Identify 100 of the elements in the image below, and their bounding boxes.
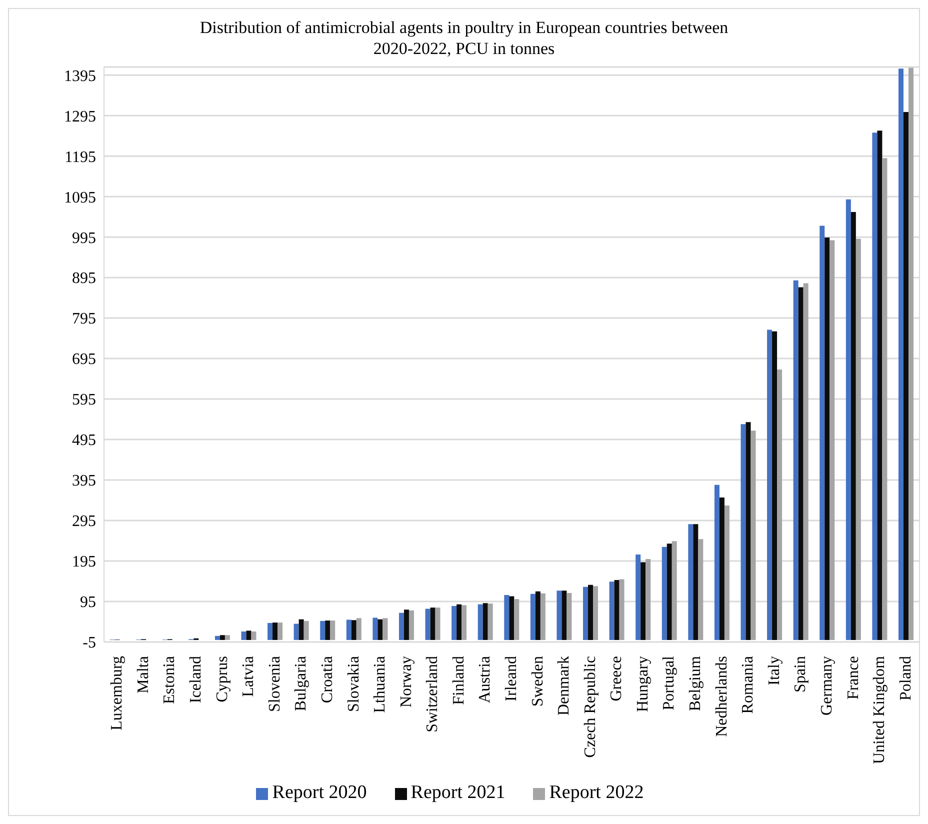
y-tick-label: 295 <box>72 513 96 530</box>
x-tick-label: Irleand <box>503 656 520 702</box>
bar <box>846 199 851 640</box>
bar <box>351 620 356 640</box>
bar <box>688 524 694 640</box>
bar <box>382 618 388 640</box>
bar <box>566 593 572 640</box>
y-tick-label: 595 <box>72 392 96 409</box>
bar <box>666 544 672 640</box>
bar <box>378 619 383 640</box>
x-tick-label: Estonia <box>161 656 178 704</box>
bar <box>251 631 256 640</box>
bar <box>462 605 467 640</box>
y-tick-label: 95 <box>80 594 96 612</box>
bar <box>372 618 378 640</box>
bar <box>456 604 462 640</box>
bar <box>530 594 536 640</box>
bar <box>882 158 888 640</box>
bar <box>588 584 594 640</box>
x-tick-label: Latvia <box>240 656 258 697</box>
bar <box>430 608 436 640</box>
bar <box>793 280 798 640</box>
bar <box>214 636 220 640</box>
bar <box>272 622 278 640</box>
x-tick-label: Czech Republic <box>582 656 599 758</box>
bar <box>908 68 914 640</box>
bar <box>724 506 730 640</box>
y-tick-label: 995 <box>72 230 96 247</box>
x-tick-label: Slovenia <box>266 656 284 712</box>
y-tick-label: 1195 <box>64 148 96 166</box>
bar <box>320 620 326 640</box>
x-tick-label: Portugal <box>660 655 678 710</box>
bar <box>514 599 520 640</box>
bar <box>325 620 330 640</box>
y-tick-label: 695 <box>72 351 96 368</box>
bar <box>746 422 751 640</box>
x-tick-label: Switzerland <box>424 656 442 732</box>
bar <box>856 238 861 640</box>
bar <box>241 631 246 640</box>
bar <box>672 541 677 640</box>
bar <box>803 283 808 640</box>
bar <box>224 635 230 640</box>
y-tick-label: 1095 <box>64 189 96 206</box>
bar <box>556 590 562 640</box>
bar <box>640 562 646 640</box>
legend-label: Report 2022 <box>549 782 644 803</box>
bar <box>767 330 772 640</box>
bar <box>850 212 856 640</box>
y-tick-label: 795 <box>72 310 96 328</box>
bar <box>772 331 778 640</box>
bar <box>877 130 882 640</box>
bar <box>740 424 746 640</box>
x-tick-label: Cyprus <box>214 656 231 702</box>
bar <box>330 620 336 640</box>
bar <box>435 608 440 640</box>
bar <box>488 604 493 640</box>
bar <box>872 132 878 640</box>
chart-title: Distribution of antimicrobial agents in poultry in European countries between 2020-2022, PCU in tonnes <box>198 17 730 59</box>
bar <box>750 430 756 640</box>
x-tick-label: Hungary <box>634 656 652 712</box>
bar <box>619 579 624 640</box>
bar <box>346 620 352 640</box>
bar <box>452 606 457 640</box>
x-tick-label: Malta <box>134 656 152 694</box>
bar <box>535 591 540 640</box>
bar <box>278 622 283 640</box>
bar <box>646 558 651 640</box>
x-tick-label: Poland <box>897 656 914 700</box>
bar <box>583 586 588 640</box>
x-tick-label: Italy <box>766 656 783 686</box>
bar <box>540 593 546 640</box>
bar <box>220 635 225 640</box>
legend-label: Report 2020 <box>272 782 367 803</box>
y-tick-label: 1295 <box>64 108 96 126</box>
x-tick-label: Iceland <box>188 656 205 704</box>
bar <box>504 595 510 640</box>
bar <box>698 539 704 640</box>
y-tick-label: 1395 <box>64 68 96 85</box>
bar <box>562 590 567 640</box>
bar <box>714 484 720 640</box>
x-tick-label: Sweden <box>529 656 546 707</box>
bar <box>898 68 904 640</box>
x-tick-label: Norway <box>398 656 415 708</box>
x-tick-label: Luxemburg <box>108 656 126 730</box>
x-tick-label: Croatia <box>318 656 336 704</box>
bar <box>425 608 430 640</box>
x-tick-label: Austria <box>476 656 494 704</box>
y-tick-label: 395 <box>72 472 96 490</box>
bar <box>609 582 614 640</box>
bar <box>246 630 252 640</box>
bar <box>294 624 299 640</box>
bar <box>614 580 620 640</box>
x-tick-label: Germany <box>818 656 836 716</box>
x-tick-label: United Kingdom <box>871 655 888 764</box>
legend-label: Report 2021 <box>410 782 506 803</box>
x-tick-label: Belgium <box>687 655 704 712</box>
bar <box>777 369 782 640</box>
x-tick-label: Slovakia <box>345 656 362 712</box>
y-tick-label: -5 <box>82 634 96 652</box>
bar <box>304 620 309 640</box>
